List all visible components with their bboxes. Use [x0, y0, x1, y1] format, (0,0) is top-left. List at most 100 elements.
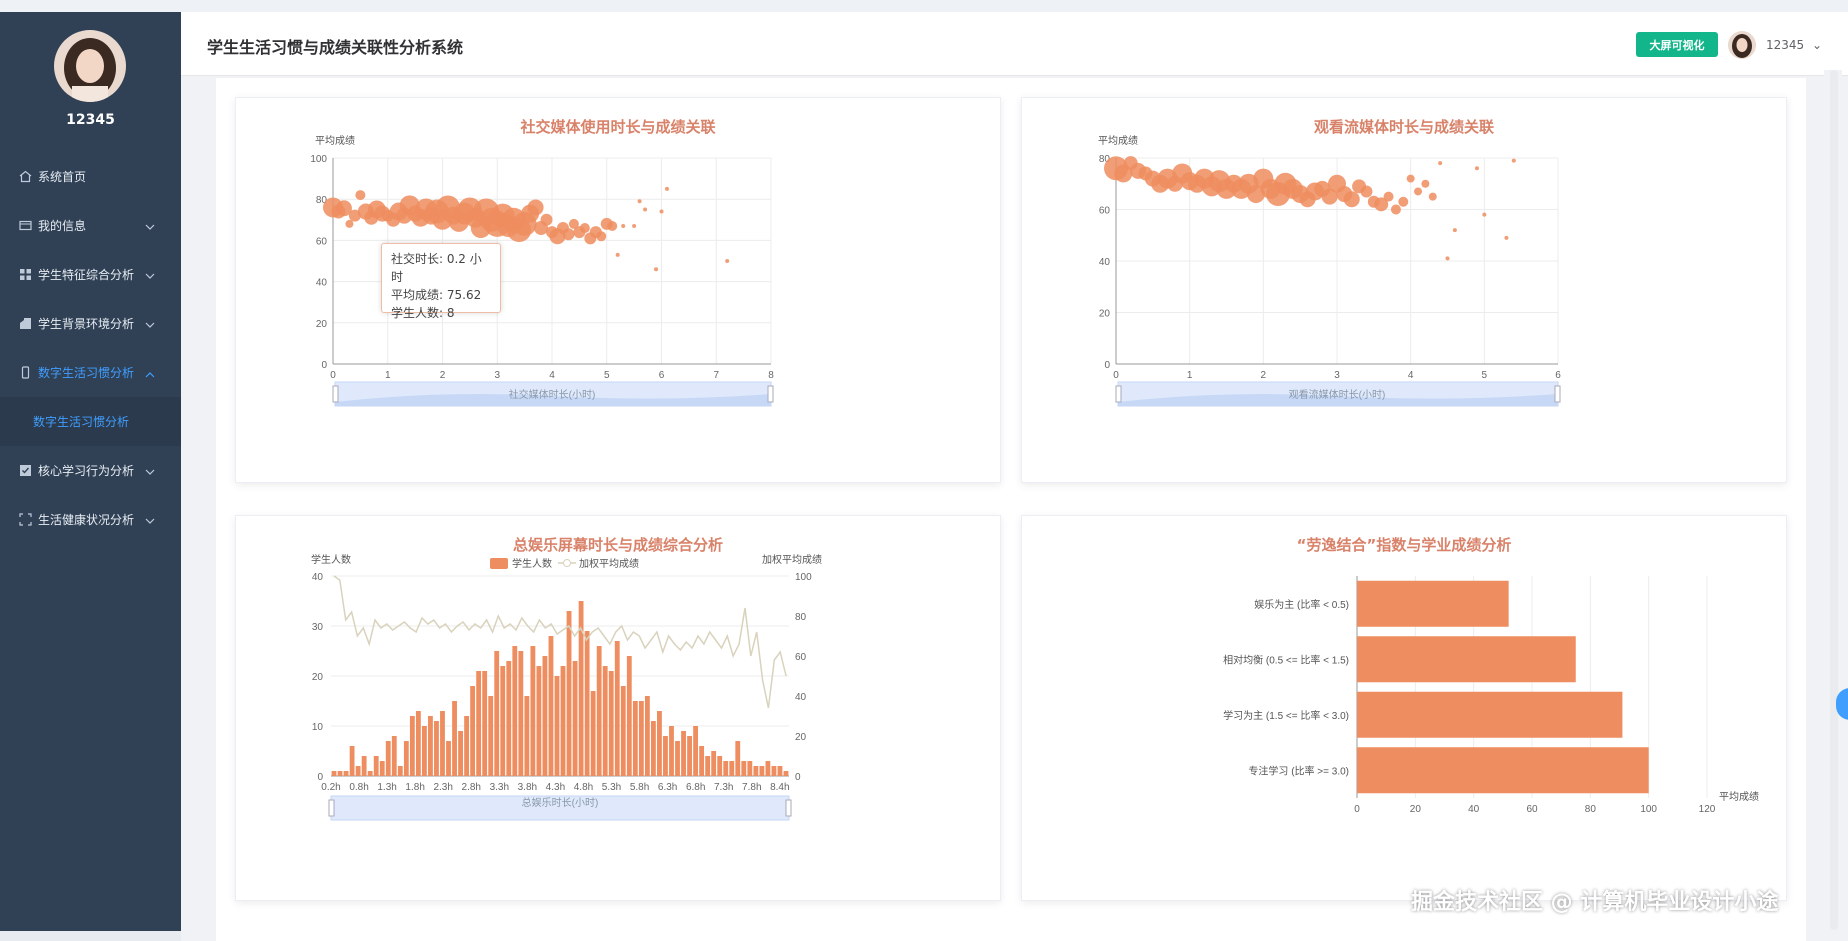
x-tick-label: 8.4h [770, 782, 789, 793]
bar [415, 711, 421, 776]
sidebar-item-student-features[interactable]: 学生特征综合分析 [0, 250, 181, 299]
y-tick-label: 0 [321, 360, 327, 371]
x-tick-label: 20 [1410, 804, 1422, 815]
y-right-tick-label: 60 [795, 652, 807, 663]
y-tick-label: 80 [316, 195, 328, 206]
x-tick-label: 0 [1354, 804, 1360, 815]
x-tick-label: 7.8h [742, 782, 761, 793]
zoom-handle-left [328, 799, 335, 817]
y-tick-label: 40 [312, 572, 324, 583]
header-avatar[interactable] [1728, 31, 1756, 59]
bar [626, 656, 632, 776]
scatter-point [579, 223, 590, 234]
tooltip-line: 社交时长: 0.2 小时 [391, 252, 482, 284]
x-tick-label: 6 [659, 370, 665, 381]
chart-title: 社交媒体使用时长与成绩关联 [520, 118, 716, 136]
scatter-point [335, 200, 352, 217]
bar [500, 666, 506, 776]
chevron-down-icon [145, 220, 155, 234]
y-tick-label: 20 [316, 319, 328, 330]
side-drawer-tab[interactable] [1836, 688, 1848, 720]
y-tick-label: 40 [316, 278, 328, 289]
bar [608, 671, 614, 776]
x-tick-label: 5 [604, 370, 610, 381]
sidebar-item-home[interactable]: 系统首页 [0, 152, 181, 201]
legend-swatch-bars [490, 558, 508, 569]
bar [566, 611, 572, 776]
chart-card-social-media: 社交媒体使用时长与成绩关联 0 20 40 60 80 100 0 1 2 3 4 5 6 7 8 平均成绩社… [235, 97, 1001, 483]
sidebar-item-my-info[interactable]: 我的信息 [0, 201, 181, 250]
y-right-tick-label: 100 [795, 572, 812, 583]
bar [421, 726, 427, 776]
scatter-point [632, 223, 637, 228]
chevron-down-icon [145, 318, 155, 332]
vertical-scrollbar-thumb[interactable] [1830, 70, 1838, 930]
bar [464, 716, 470, 776]
x-tick-label: 1 [385, 370, 391, 381]
bar [644, 696, 650, 776]
scatter-point [1474, 166, 1479, 171]
bar [391, 736, 397, 776]
scatter-point [1374, 197, 1389, 212]
sidebar-username: 12345 [66, 112, 115, 128]
bar [548, 636, 554, 776]
bar [705, 756, 711, 776]
sidebar-item-core-learning[interactable]: 核心学习行为分析 [0, 446, 181, 495]
zoom-slider-preview [1118, 394, 1558, 406]
bar [747, 761, 753, 776]
scatter-point [1504, 235, 1509, 240]
bar [717, 756, 723, 776]
bar [657, 711, 662, 776]
scatter-point [664, 186, 669, 191]
x-tick-label: 1 [1187, 370, 1193, 381]
x-tick-label: 3 [1334, 370, 1340, 381]
y-category-label: 学习为主 (1.5 <= 比率 < 3.0) [1223, 709, 1349, 722]
sidebar-menu: 系统首页 我的信息 学生特征综合分析 学生背景环境分析 数字生活习惯分析 [0, 152, 181, 544]
sidebar-item-digital-habits[interactable]: 数字生活习惯分析 [0, 348, 181, 397]
x-tick-label: 6.8h [686, 782, 705, 793]
chart-card-streaming: 观看流媒体时长与成绩关联 0 20 40 60 80 0 1 2 3 4 5 6 平均成绩 观看流媒体时长… [1021, 97, 1787, 483]
sidebar-avatar[interactable] [54, 30, 126, 102]
big-screen-button[interactable]: 大屏可视化 [1636, 32, 1718, 57]
bar [554, 676, 560, 776]
scatter-point [355, 190, 366, 201]
header-user-dropdown[interactable]: 12345 ⌄ [1766, 38, 1822, 52]
x-tick-label: 3.3h [490, 782, 509, 793]
scatter-point [615, 252, 620, 257]
bar [446, 741, 451, 776]
scatter-point [527, 199, 544, 216]
x-tick-label: 120 [1699, 804, 1716, 815]
x-axis-label: 总娱乐时长(小时) [522, 796, 599, 809]
y-tick-label: 20 [312, 672, 324, 683]
x-tick-label: 4 [1408, 370, 1414, 381]
bar [753, 766, 759, 776]
building-icon [18, 317, 32, 331]
bar [723, 761, 729, 776]
x-tick-label: 3.8h [518, 782, 537, 793]
scatter-point [1390, 204, 1401, 215]
main-content: 社交媒体使用时长与成绩关联 0 20 40 60 80 100 0 1 2 3 4 5 6 7 8 平均成绩社… [216, 78, 1806, 941]
x-tick-label: 0.8h [349, 782, 368, 793]
sidebar-subitem-digital-habits[interactable]: 数字生活习惯分析 [0, 397, 181, 446]
bar [675, 741, 680, 776]
bar [1357, 580, 1509, 627]
x-tick-label: 2 [1261, 370, 1267, 381]
chart-card-entertainment: 总娱乐屏幕时长与成绩综合分析 0 10 20 30 40 0 20 40 60 80 100 学生人数… [235, 515, 1001, 901]
bar [331, 771, 337, 776]
sidebar-item-background[interactable]: 学生背景环境分析 [0, 299, 181, 348]
bar [452, 701, 457, 776]
sidebar-horizontal-scrollbar[interactable] [0, 931, 181, 941]
bar [1357, 636, 1576, 683]
y-tick-label: 10 [312, 722, 324, 733]
bar [458, 731, 463, 776]
y-axis-label: 平均成绩 [1098, 134, 1138, 147]
x-tick-label: 7 [713, 370, 719, 381]
bar [434, 721, 439, 776]
bar [590, 691, 596, 776]
sidebar-item-health[interactable]: 生活健康状况分析 [0, 495, 181, 544]
bar [681, 731, 686, 776]
bar [361, 756, 367, 776]
x-tick-label: 2 [440, 370, 446, 381]
scatter-point [1452, 228, 1457, 233]
